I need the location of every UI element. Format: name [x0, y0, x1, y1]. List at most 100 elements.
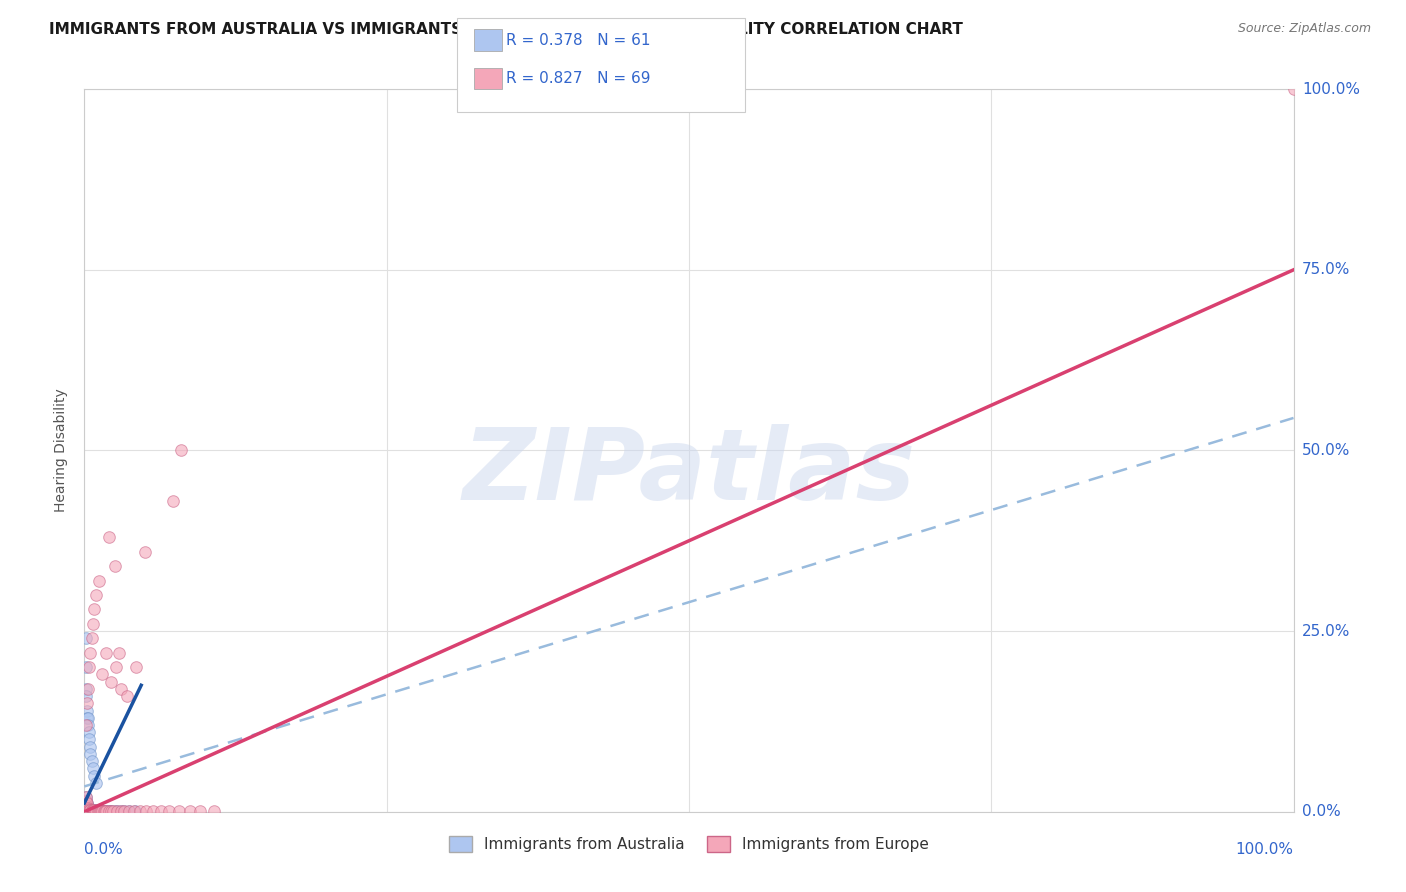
- Point: [202, 804, 225, 818]
- Point: [112, 804, 135, 818]
- Point: [103, 804, 125, 818]
- Point: [91, 804, 114, 818]
- Text: 100.0%: 100.0%: [1236, 842, 1294, 857]
- Point: [86, 804, 108, 818]
- Point: [76, 711, 98, 725]
- Point: [167, 804, 190, 818]
- Text: IMMIGRANTS FROM AUSTRALIA VS IMMIGRANTS FROM EUROPE HEARING DISABILITY CORRELATI: IMMIGRANTS FROM AUSTRALIA VS IMMIGRANTS …: [49, 22, 963, 37]
- Point: [100, 804, 122, 818]
- Point: [190, 804, 212, 818]
- Point: [75, 801, 97, 815]
- Point: [79, 739, 101, 754]
- Point: [79, 803, 101, 817]
- Point: [77, 804, 100, 818]
- Point: [76, 803, 98, 817]
- Point: [110, 804, 132, 818]
- Point: [75, 800, 97, 814]
- Point: [100, 674, 122, 689]
- Point: [77, 804, 100, 818]
- Point: [76, 803, 98, 817]
- Point: [157, 804, 180, 818]
- Point: [179, 804, 201, 818]
- Point: [86, 804, 108, 818]
- Point: [112, 804, 135, 818]
- Point: [76, 804, 98, 818]
- Point: [80, 804, 103, 818]
- Legend: Immigrants from Australia, Immigrants from Europe: Immigrants from Australia, Immigrants fr…: [443, 830, 935, 858]
- Point: [104, 660, 127, 674]
- Point: [77, 711, 100, 725]
- Point: [135, 804, 157, 818]
- Point: [105, 804, 128, 818]
- Point: [79, 804, 101, 818]
- Point: [80, 803, 103, 817]
- Point: [83, 804, 105, 818]
- Text: 25.0%: 25.0%: [1302, 624, 1350, 639]
- Point: [76, 799, 98, 814]
- Point: [149, 804, 172, 818]
- Point: [77, 803, 100, 817]
- Point: [83, 803, 105, 817]
- Point: [75, 790, 97, 805]
- Point: [75, 804, 97, 818]
- Point: [118, 804, 141, 818]
- Point: [77, 799, 100, 814]
- Point: [76, 796, 98, 810]
- Point: [97, 804, 120, 818]
- Point: [75, 803, 97, 817]
- Text: 50.0%: 50.0%: [1302, 443, 1350, 458]
- Point: [80, 754, 103, 768]
- Point: [76, 804, 98, 818]
- Point: [94, 804, 117, 818]
- Point: [84, 804, 107, 818]
- Point: [134, 544, 156, 558]
- Point: [79, 646, 101, 660]
- Point: [79, 803, 101, 817]
- Point: [76, 696, 98, 710]
- Point: [94, 804, 117, 818]
- Point: [75, 796, 97, 810]
- Point: [91, 804, 114, 818]
- Point: [75, 718, 97, 732]
- Point: [87, 574, 110, 588]
- Point: [108, 646, 131, 660]
- Point: [75, 797, 97, 812]
- Point: [77, 803, 100, 817]
- Point: [76, 801, 98, 815]
- Point: [86, 776, 108, 790]
- Point: [75, 801, 97, 815]
- Point: [82, 804, 104, 818]
- Point: [82, 803, 104, 817]
- Point: [76, 800, 98, 814]
- Point: [82, 616, 104, 631]
- Point: [77, 681, 100, 696]
- Point: [76, 803, 98, 817]
- Point: [89, 804, 111, 818]
- Point: [84, 804, 107, 818]
- Point: [86, 804, 108, 818]
- Point: [94, 804, 117, 818]
- Point: [80, 632, 103, 646]
- Point: [75, 799, 97, 814]
- Point: [105, 804, 128, 818]
- Point: [93, 804, 115, 818]
- Point: [75, 660, 97, 674]
- Text: R = 0.378   N = 61: R = 0.378 N = 61: [506, 33, 651, 47]
- Point: [170, 443, 193, 458]
- Point: [79, 803, 101, 817]
- Point: [76, 796, 98, 810]
- Point: [79, 803, 101, 817]
- Point: [97, 530, 120, 544]
- Point: [97, 804, 120, 818]
- Point: [82, 803, 104, 817]
- Point: [89, 804, 111, 818]
- Point: [77, 804, 100, 818]
- Point: [83, 804, 105, 818]
- Point: [125, 660, 148, 674]
- Point: [75, 800, 97, 814]
- Point: [118, 804, 141, 818]
- Point: [80, 804, 103, 818]
- Point: [83, 602, 105, 616]
- Point: [77, 803, 100, 817]
- Point: [94, 646, 117, 660]
